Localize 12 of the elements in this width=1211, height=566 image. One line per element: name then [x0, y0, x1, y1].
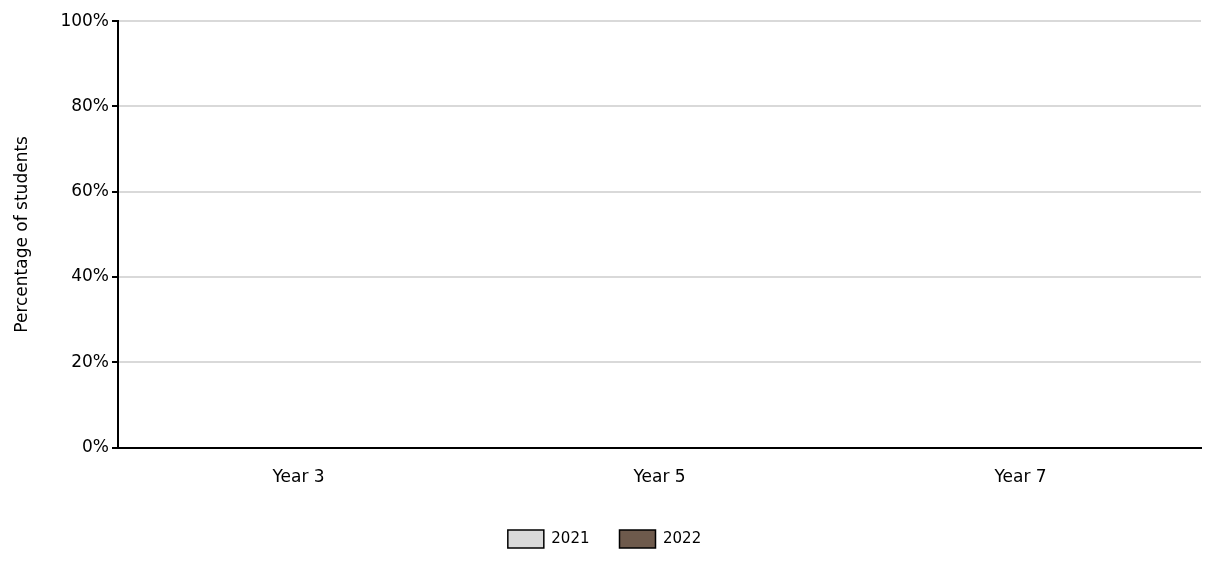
y-tick-label: 40% [71, 265, 109, 286]
x-tick-label: Year 3 [271, 466, 325, 487]
y-tick-label: 60% [71, 180, 109, 201]
y-tick-label: 20% [71, 350, 109, 371]
x-tick-label: Year 5 [632, 466, 686, 487]
legend-label: 2021 [551, 528, 590, 547]
y-tick-label: 100% [60, 9, 109, 30]
legend-label: 2022 [663, 528, 702, 547]
y-tick-label: 0% [82, 436, 109, 457]
y-axis-title: Percentage of students [10, 135, 31, 333]
y-tick-label: 80% [71, 94, 109, 115]
x-tick-label: Year 7 [993, 466, 1047, 487]
